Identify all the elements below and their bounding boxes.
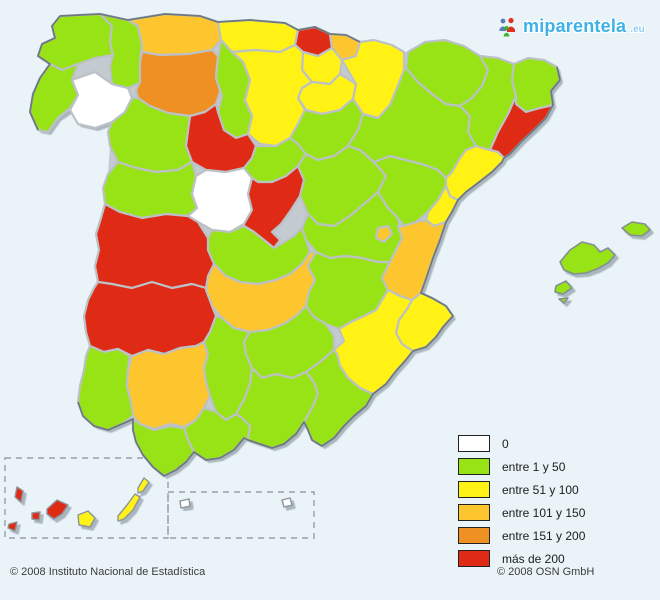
- ceuta-melilla-inset-box: [167, 491, 315, 539]
- island-menorca[interactable]: [621, 221, 651, 237]
- legend-row-1: entre 1 y 50: [458, 455, 585, 478]
- canary-islands: [7, 477, 150, 532]
- provinces-layer: [28, 12, 562, 478]
- legend-label-0: 0: [502, 436, 509, 451]
- territory-ceuta[interactable]: [179, 498, 191, 509]
- legend-label-5: más de 200: [502, 551, 565, 566]
- territory-melilla[interactable]: [281, 497, 293, 508]
- island-mallorca[interactable]: [559, 241, 616, 275]
- legend-swatch-0: [458, 435, 490, 452]
- legend-label-4: entre 151 y 200: [502, 528, 586, 543]
- province-cantabria[interactable]: [216, 18, 300, 54]
- legend-label-1: entre 1 y 50: [502, 459, 566, 474]
- logo-suffix: .eu: [630, 24, 645, 35]
- map-legend: 0 entre 1 y 50 entre 51 y 100 entre 101 …: [458, 432, 585, 570]
- legend-row-3: entre 101 y 150: [458, 501, 585, 524]
- legend-swatch-5: [458, 550, 490, 567]
- province-pontevedra[interactable]: [28, 62, 80, 134]
- legend-row-4: entre 151 y 200: [458, 524, 585, 547]
- island-tenerife[interactable]: [46, 499, 69, 520]
- province-asturias[interactable]: [126, 12, 223, 57]
- balearic-islands: [554, 221, 651, 304]
- island-fuerteventura[interactable]: [117, 493, 141, 522]
- legend-row-2: entre 51 y 100: [458, 478, 585, 501]
- copyright-osn: © 2008 OSN GmbH: [497, 566, 595, 578]
- legend-swatch-4: [458, 527, 490, 544]
- island-lanzarote[interactable]: [137, 477, 150, 494]
- legend-swatch-2: [458, 481, 490, 498]
- province-girona[interactable]: [510, 56, 562, 114]
- legend-label-3: entre 101 y 150: [502, 505, 586, 520]
- ceuta-melilla: [179, 497, 293, 509]
- people-icon: [499, 17, 515, 36]
- logo-text: miparentela: [523, 16, 627, 36]
- island-el-hierro[interactable]: [7, 521, 18, 532]
- province-cadiz[interactable]: [131, 417, 196, 478]
- copyright-ine: © 2008 Instituto Nacional de Estadística: [10, 566, 206, 578]
- province-huelva[interactable]: [76, 344, 135, 432]
- miparentela-logo[interactable]: miparentela .eu: [497, 16, 645, 37]
- legend-swatch-1: [458, 458, 490, 475]
- island-la-palma[interactable]: [14, 486, 24, 503]
- island-ibiza[interactable]: [554, 280, 573, 295]
- legend-row-0: 0: [458, 432, 585, 455]
- legend-label-2: entre 51 y 100: [502, 482, 579, 497]
- legend-swatch-3: [458, 504, 490, 521]
- island-la-gomera[interactable]: [31, 511, 41, 521]
- legend-row-5: más de 200: [458, 547, 585, 570]
- island-formentera[interactable]: [558, 297, 569, 304]
- island-gran-canaria[interactable]: [77, 510, 96, 528]
